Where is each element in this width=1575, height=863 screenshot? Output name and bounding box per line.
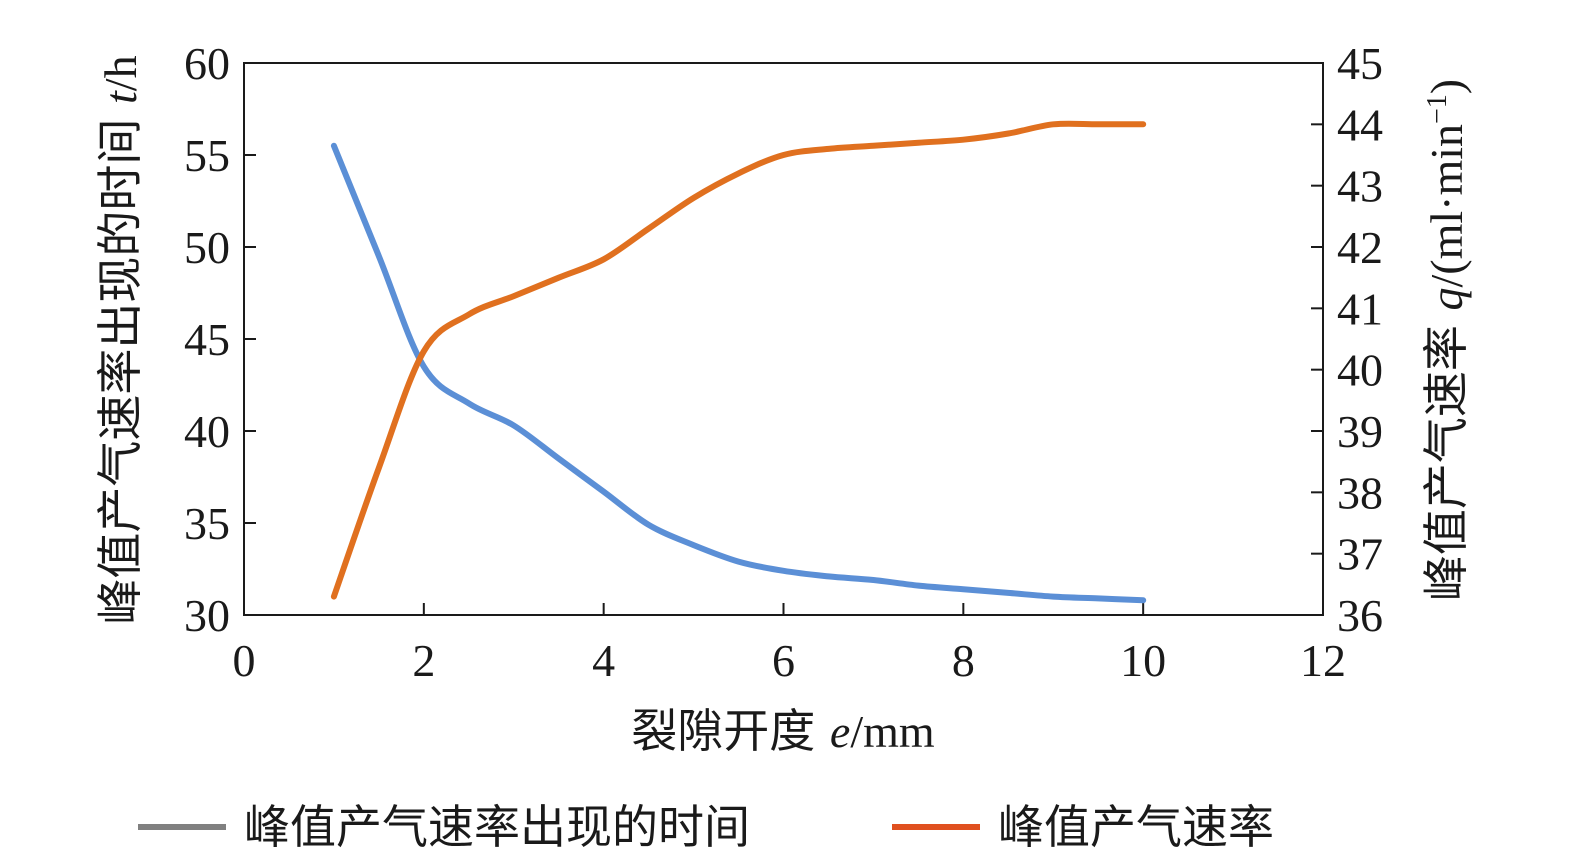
series-layer	[330, 120, 1147, 604]
x-tick-label: 2	[412, 635, 435, 686]
x-tick-label: 8	[952, 635, 975, 686]
right-y-tick-label: 40	[1337, 345, 1383, 396]
right-y-axis-ticks: 36 37 38 39 40 41 42 43 44 45	[1311, 38, 1383, 641]
left-y-tick-label: 50	[184, 222, 230, 273]
left-y-axis-ticks: 30 35 40 45 50 55 60	[184, 38, 256, 641]
legend-label-rate: 峰值产气速率	[998, 800, 1274, 854]
left-y-tick-label: 40	[184, 406, 230, 457]
x-tick-label: 0	[233, 635, 256, 686]
right-y-tick-label: 42	[1337, 222, 1383, 273]
x-axis-title: 裂隙开度 e/mm	[631, 704, 935, 758]
series-line-peak-rate	[330, 120, 1147, 600]
x-tick-label: 10	[1120, 635, 1166, 686]
right-y-tick-label: 45	[1337, 38, 1383, 89]
series-line-peak-time	[330, 142, 1147, 604]
legend-label-time: 峰值产气速率出现的时间	[244, 800, 750, 854]
x-tick-label: 4	[592, 635, 615, 686]
right-y-tick-label: 36	[1337, 590, 1383, 641]
right-y-axis-title: 峰值产气速率 q/(ml·min−1)	[1419, 79, 1473, 601]
right-y-tick-label: 41	[1337, 283, 1383, 334]
left-y-tick-label: 55	[184, 130, 230, 181]
plot-border	[243, 62, 1324, 616]
x-tick-label: 12	[1300, 635, 1346, 686]
x-axis-ticks: 0 2 4 6 8 10 12	[233, 603, 1346, 686]
left-y-axis-title: 峰值产气速率出现的时间 t/h	[93, 55, 147, 624]
left-y-tick-label: 30	[184, 590, 230, 641]
right-y-tick-label: 38	[1337, 467, 1383, 518]
right-y-tick-label: 37	[1337, 529, 1383, 580]
right-y-tick-label: 39	[1337, 406, 1383, 457]
x-tick-label: 6	[772, 635, 795, 686]
left-y-tick-label: 35	[184, 498, 230, 549]
left-y-tick-label: 45	[184, 314, 230, 365]
right-y-tick-label: 44	[1337, 99, 1383, 150]
legend: 峰值产气速率出现的时间 峰值产气速率	[138, 800, 1274, 854]
plot-area	[243, 62, 1324, 616]
left-y-tick-label: 60	[184, 38, 230, 89]
right-y-tick-label: 43	[1337, 161, 1383, 212]
